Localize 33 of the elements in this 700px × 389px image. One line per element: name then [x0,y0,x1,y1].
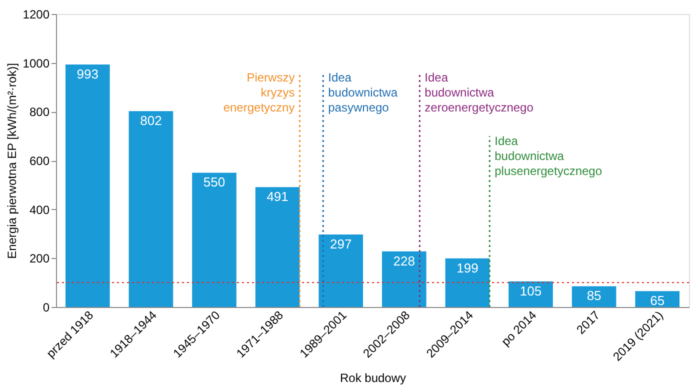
bar [382,251,426,307]
data-label: 199 [456,260,478,276]
data-label: 550 [203,174,226,190]
y-tick-label: 0 [42,300,50,314]
y-tick-label: 1200 [22,8,50,22]
bar [445,258,490,307]
bar [508,281,553,307]
bar [192,172,236,307]
x-axis-title: Rok budowy [340,371,406,386]
ref-line-label: Idea budownictwa plusenergetycznego [494,134,602,178]
data-label: 85 [586,288,602,304]
y-axis-title: Energia pierwotna EP [kWh/(m²·rok)] [4,63,19,259]
ref-line-label: Idea budownictwa pasywnego [328,70,398,115]
bar [65,64,110,307]
ref-line-label: Idea budownictwa zeroenergetycznego [424,70,534,115]
data-label: 491 [266,189,288,204]
data-label: 802 [140,113,162,128]
bar [128,111,174,307]
y-tick-label: 800 [29,105,50,120]
bar [635,291,680,307]
y-tick-label: 200 [29,252,50,266]
y-tick-label: 600 [29,154,50,168]
bar [572,286,616,307]
data-label: 105 [520,283,542,298]
data-label: 228 [393,253,415,268]
data-label: 65 [650,293,665,308]
data-label: 993 [76,66,98,82]
bar [255,187,300,307]
y-tick-label: 400 [29,202,50,217]
y-tick-label: 1000 [22,56,50,70]
bar [318,234,364,307]
data-label: 297 [330,236,352,252]
ref-line-label: Pierwszy kryzys energetyczny [223,70,295,115]
